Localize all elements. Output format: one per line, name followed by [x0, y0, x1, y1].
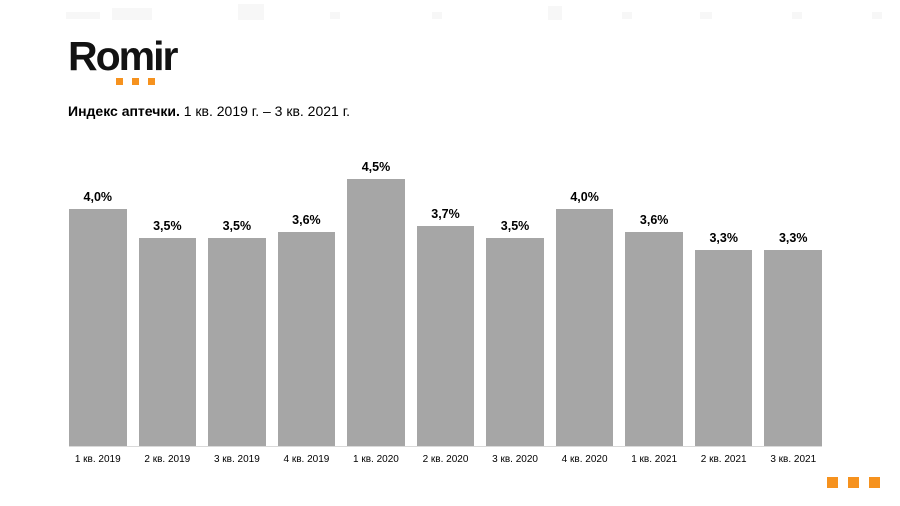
bar-value-label: 3,3%: [778, 231, 808, 245]
romir-logo-dots-icon: [116, 78, 155, 85]
bar-column: 3,3%: [764, 231, 823, 446]
x-tick-label: 2 кв. 2019: [144, 454, 191, 465]
chart-title: Индекс аптечки. 1 кв. 2019 г. – 3 кв. 20…: [68, 103, 350, 120]
bar-value-label: 4,5%: [361, 160, 391, 174]
x-tick-label: 3 кв. 2020: [492, 454, 538, 465]
bar: [555, 209, 614, 446]
romir-logo: Romir: [68, 33, 178, 85]
bar-column: 3,5%: [138, 219, 197, 446]
x-tick-label: 4 кв. 2019: [283, 454, 330, 465]
bar-column: 3,6%: [625, 213, 683, 446]
bar: [625, 232, 683, 446]
bar-value-label: 3,5%: [153, 219, 182, 233]
x-tick-label: 4 кв. 2020: [561, 454, 608, 465]
bar-column: 3,7%: [416, 207, 475, 446]
x-tick-label: 3 кв. 2021: [770, 454, 817, 465]
x-axis-labels: 1 кв. 2019 2 кв. 2019 3 кв. 2019 4 кв. 2019…: [69, 447, 822, 465]
bar-value-label: 3,6%: [292, 213, 321, 227]
bar-column: 3,3%: [694, 231, 753, 446]
bar-column: 3,5%: [486, 219, 544, 446]
bar: [416, 226, 475, 446]
x-tick-label: 1 кв. 2021: [631, 454, 678, 465]
bar-column: 4,5%: [347, 160, 405, 446]
bar-value-label: 3,3%: [709, 231, 738, 245]
plot-area: 4,0% 3,5% 3,5% 3,6% 4,5% 3,7% 3,5% 4,0% 3,6% 3,3%…: [69, 150, 823, 447]
bar: [208, 238, 266, 446]
bar-value-label: 3,5%: [222, 219, 252, 233]
bar-chart: 4,0% 3,5% 3,5% 3,6% 4,5% 3,7% 3,5% 4,0% 3,6% 3,3%…: [69, 150, 823, 465]
x-tick-label: 2 кв. 2021: [700, 454, 747, 465]
bar-column: 4,0%: [69, 190, 127, 446]
x-tick-label: 1 кв. 2020: [353, 454, 399, 465]
bar-value-label: 3,5%: [500, 219, 530, 233]
bar: [69, 209, 127, 446]
bar-value-label: 3,7%: [431, 207, 460, 221]
bar: [764, 250, 823, 446]
bar-value-label: 3,6%: [639, 213, 669, 227]
bar-column: 3,6%: [277, 213, 336, 446]
bar-value-label: 4,0%: [570, 190, 599, 204]
bar: [486, 238, 544, 446]
top-edge-artifacts: [0, 4, 900, 22]
x-tick-label: 3 кв. 2019: [213, 454, 260, 465]
bar-column: 4,0%: [555, 190, 614, 446]
chart-title-period: 1 кв. 2019 г. – 3 кв. 2021 г.: [179, 103, 350, 119]
bar: [138, 238, 197, 446]
bar: [694, 250, 753, 446]
x-tick-label: 1 кв. 2019: [74, 454, 121, 465]
bar-column: 3,5%: [208, 219, 266, 446]
x-tick-label: 2 кв. 2020: [422, 454, 469, 465]
footer-dots-icon: [827, 477, 880, 488]
romir-logo-text: Romir: [68, 33, 178, 79]
chart-title-bold: Индекс аптечки.: [68, 103, 180, 119]
bar: [277, 232, 336, 446]
bar-value-label: 4,0%: [83, 190, 113, 204]
bar: [347, 179, 405, 446]
